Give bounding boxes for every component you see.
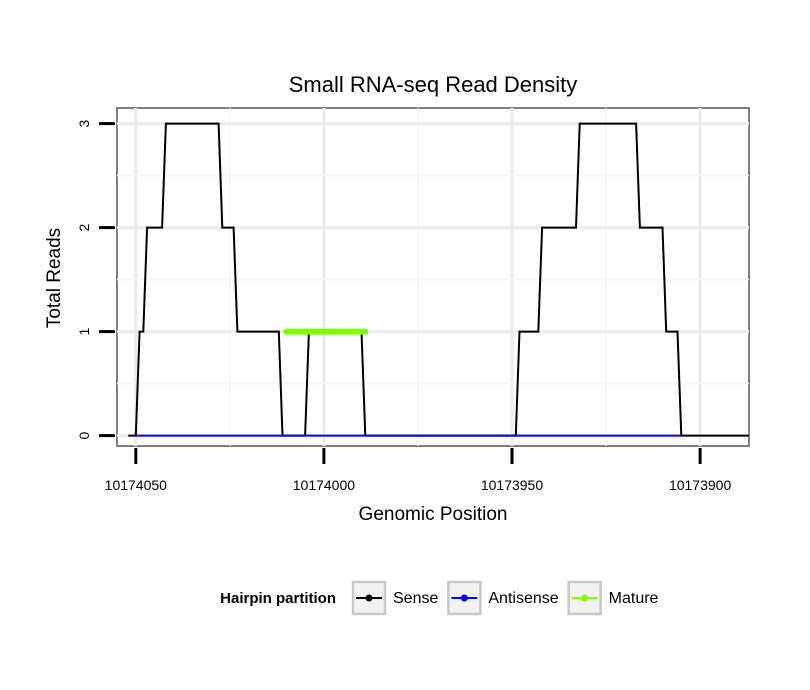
y-axis-label: Total Reads bbox=[44, 228, 65, 328]
y-tick-label: 1 bbox=[76, 327, 92, 335]
x-tick-label: 10174000 bbox=[293, 477, 356, 493]
legend-item-antisense: Antisense bbox=[447, 580, 559, 616]
legend-label: Antisense bbox=[488, 590, 558, 607]
legend-key-dot bbox=[365, 594, 373, 602]
y-tick-label: 3 bbox=[76, 119, 92, 127]
legend-item-sense: Sense bbox=[351, 580, 438, 616]
x-tick-label: 10174050 bbox=[105, 477, 168, 493]
y-tick-label: 0 bbox=[76, 431, 92, 439]
legend-item-mature: Mature bbox=[567, 580, 659, 616]
legend-label: Mature bbox=[609, 590, 659, 607]
legend-title: Hairpin partition bbox=[220, 590, 336, 607]
chart-title: Small RNA-seq Read Density bbox=[289, 72, 578, 97]
y-tick-label: 2 bbox=[76, 223, 92, 231]
plot-panel bbox=[116, 107, 750, 447]
x-tick-label: 10173950 bbox=[481, 477, 544, 493]
legend: Hairpin partition Sense Antisense Mature bbox=[220, 580, 659, 616]
data-series bbox=[128, 122, 749, 437]
legend-key-dot bbox=[581, 594, 589, 602]
legend-label: Sense bbox=[393, 590, 438, 607]
legend-key-dot bbox=[460, 594, 468, 602]
axes: 10174050 10174000 10173950 10173900 0 1 2 3 bbox=[76, 119, 731, 493]
x-axis-label: Genomic Position bbox=[359, 504, 508, 525]
x-tick-label: 10173900 bbox=[669, 477, 732, 493]
